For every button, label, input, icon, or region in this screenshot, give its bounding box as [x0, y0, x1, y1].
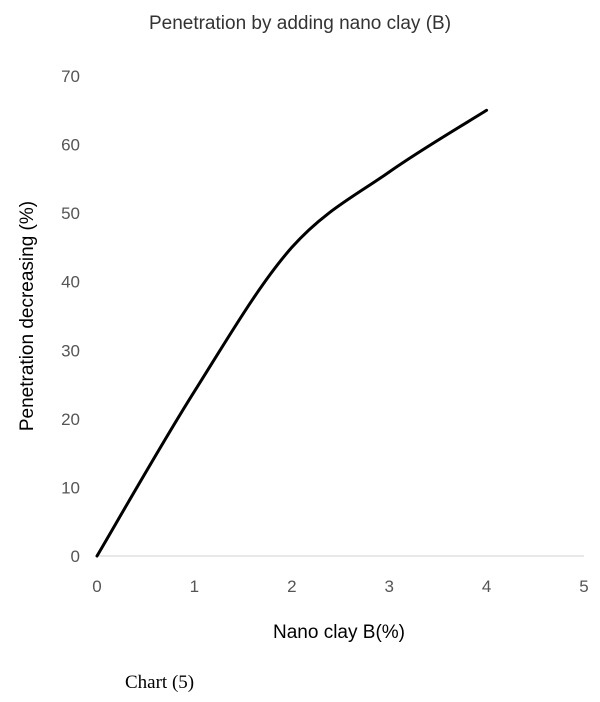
x-axis-ticks: 0 1 2 3 4 5 [92, 577, 588, 596]
x-tick-label: 5 [579, 577, 588, 596]
x-tick-label: 4 [482, 577, 491, 596]
x-tick-label: 2 [287, 577, 296, 596]
y-tick-label: 50 [61, 204, 80, 223]
series-line [95, 108, 489, 558]
y-axis-label: Penetration decreasing (%) [17, 201, 38, 431]
y-tick-label: 0 [71, 547, 80, 566]
y-tick-label: 30 [61, 341, 80, 360]
x-tick-label: 1 [190, 577, 199, 596]
y-tick-label: 60 [61, 136, 80, 155]
chart-title: Penetration by adding nano clay (B) [149, 13, 451, 34]
x-axis-label: Nano clay B(%) [273, 622, 405, 643]
x-tick-label: 0 [92, 577, 101, 596]
x-tick-label: 3 [384, 577, 393, 596]
y-tick-label: 70 [61, 67, 80, 86]
y-axis-ticks: 0 10 20 30 40 50 60 70 [61, 67, 80, 566]
y-tick-label: 10 [61, 478, 80, 497]
y-tick-label: 40 [61, 273, 80, 292]
chart-caption: Chart (5) [125, 672, 194, 693]
y-tick-label: 20 [61, 410, 80, 429]
